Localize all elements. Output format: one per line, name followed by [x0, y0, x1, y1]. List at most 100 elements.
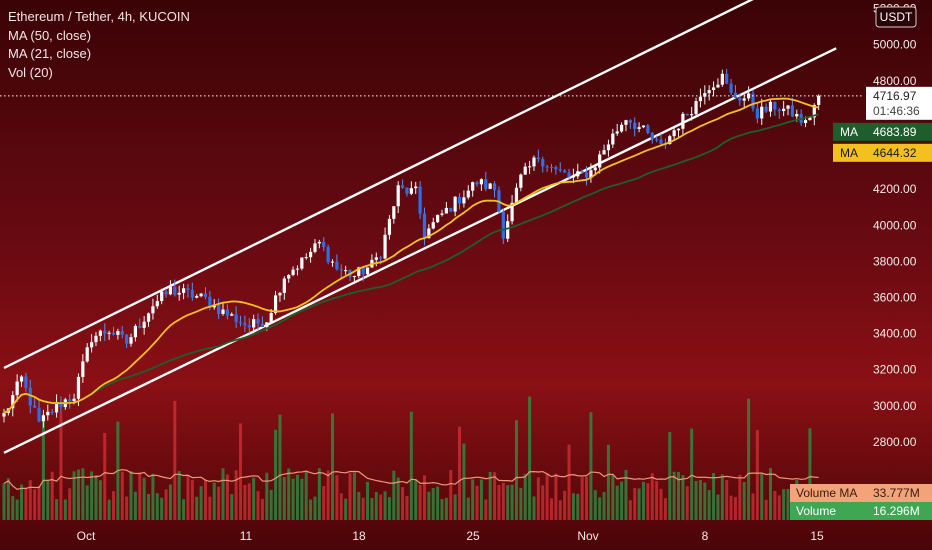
candle-body[interactable] — [400, 185, 405, 188]
candle-body[interactable] — [668, 136, 672, 145]
candle-body[interactable] — [414, 186, 418, 189]
candle-body[interactable] — [488, 183, 492, 189]
candle-body[interactable] — [107, 332, 111, 334]
candle-body[interactable] — [449, 207, 453, 212]
candle-body[interactable] — [11, 395, 15, 409]
candle-body[interactable] — [379, 257, 383, 259]
candle-body[interactable] — [221, 309, 225, 314]
channel-upper-line[interactable] — [3, 0, 836, 369]
candle-body[interactable] — [523, 166, 527, 175]
candle-body[interactable] — [624, 120, 628, 125]
candle-body[interactable] — [383, 234, 387, 259]
candle-body[interactable] — [436, 214, 440, 223]
candle-body[interactable] — [510, 202, 514, 222]
candle-body[interactable] — [195, 296, 199, 298]
candle-body[interactable] — [532, 157, 536, 167]
candle-body[interactable] — [471, 182, 475, 191]
candle-body[interactable] — [720, 73, 724, 85]
candle-body[interactable] — [256, 318, 260, 324]
candle-body[interactable] — [265, 322, 269, 328]
candle-body[interactable] — [764, 106, 768, 112]
symbol-title[interactable]: Ethereum / Tether, 4h, KUCOIN — [8, 9, 190, 24]
candle-body[interactable] — [716, 84, 720, 88]
candle-body[interactable] — [808, 117, 812, 121]
candle-body[interactable] — [602, 150, 606, 155]
candle-body[interactable] — [203, 293, 208, 297]
indicator-volume[interactable]: Vol (20) — [8, 64, 53, 80]
candle-body[interactable] — [795, 114, 799, 117]
candle-body[interactable] — [2, 412, 6, 417]
candle-body[interactable] — [392, 206, 396, 219]
candle-body[interactable] — [589, 170, 593, 178]
candle-body[interactable] — [326, 247, 330, 263]
candle-body[interactable] — [703, 93, 707, 97]
candle-body[interactable] — [208, 296, 212, 308]
candle-body[interactable] — [782, 108, 786, 112]
candle-body[interactable] — [225, 309, 229, 316]
candle-body[interactable] — [725, 73, 729, 84]
candle-body[interactable] — [317, 241, 321, 244]
candle-body[interactable] — [81, 361, 85, 377]
candle-body[interactable] — [593, 167, 597, 171]
candle-body[interactable] — [690, 114, 694, 116]
candle-body[interactable] — [422, 213, 427, 239]
candle-body[interactable] — [190, 289, 194, 298]
candle-body[interactable] — [484, 179, 488, 189]
candle-body[interactable] — [24, 376, 28, 388]
candle-body[interactable] — [168, 287, 173, 295]
candle-body[interactable] — [273, 295, 278, 313]
candle-body[interactable] — [361, 267, 365, 275]
candle-body[interactable] — [374, 257, 378, 260]
candle-body[interactable] — [120, 331, 124, 335]
candle-body[interactable] — [817, 95, 821, 105]
candle-body[interactable] — [492, 183, 497, 191]
candle-body[interactable] — [129, 337, 133, 344]
candle-body[interactable] — [287, 274, 291, 279]
candle-body[interactable] — [563, 170, 567, 173]
candle-body[interactable] — [606, 144, 611, 151]
candle-body[interactable] — [41, 415, 46, 422]
candle-body[interactable] — [76, 376, 81, 399]
channel-lower-line[interactable] — [3, 47, 837, 454]
candle-body[interactable] — [186, 288, 190, 290]
indicator-ma50[interactable]: MA (50, close) — [8, 27, 92, 43]
candle-body[interactable] — [729, 83, 733, 93]
candle-body[interactable] — [322, 241, 326, 248]
candle-body[interactable] — [54, 402, 59, 413]
candle-body[interactable] — [462, 197, 466, 204]
candle-body[interactable] — [260, 323, 265, 328]
candle-body[interactable] — [711, 87, 716, 91]
candle-body[interactable] — [278, 292, 282, 296]
candle-body[interactable] — [164, 291, 168, 295]
candle-body[interactable] — [506, 221, 510, 239]
candle-body[interactable] — [641, 125, 646, 128]
candle-body[interactable] — [418, 186, 422, 214]
candle-body[interactable] — [295, 268, 300, 270]
candle-body[interactable] — [313, 243, 317, 252]
candle-body[interactable] — [282, 278, 286, 293]
candle-body[interactable] — [98, 330, 102, 336]
candle-body[interactable] — [142, 321, 146, 328]
candle-body[interactable] — [199, 293, 203, 297]
candle-body[interactable] — [72, 398, 76, 402]
candle-body[interactable] — [698, 96, 703, 102]
candle-body[interactable] — [344, 270, 348, 272]
candle-body[interactable] — [773, 101, 777, 110]
candle-body[interactable] — [541, 159, 545, 167]
candle-body[interactable] — [812, 104, 816, 118]
candle-body[interactable] — [576, 171, 580, 177]
candle-body[interactable] — [291, 269, 295, 275]
candle-body[interactable] — [558, 169, 562, 171]
candle-body[interactable] — [146, 313, 151, 322]
candle-body[interactable] — [90, 342, 94, 348]
candle-body[interactable] — [309, 251, 313, 258]
candle-body[interactable] — [545, 166, 549, 168]
candle-body[interactable] — [339, 269, 343, 271]
candle-body[interactable] — [655, 139, 659, 141]
candle-body[interactable] — [116, 331, 120, 335]
candle-body[interactable] — [335, 261, 339, 270]
candle-body[interactable] — [138, 325, 142, 328]
candle-body[interactable] — [777, 109, 781, 112]
candle-body[interactable] — [514, 187, 519, 203]
